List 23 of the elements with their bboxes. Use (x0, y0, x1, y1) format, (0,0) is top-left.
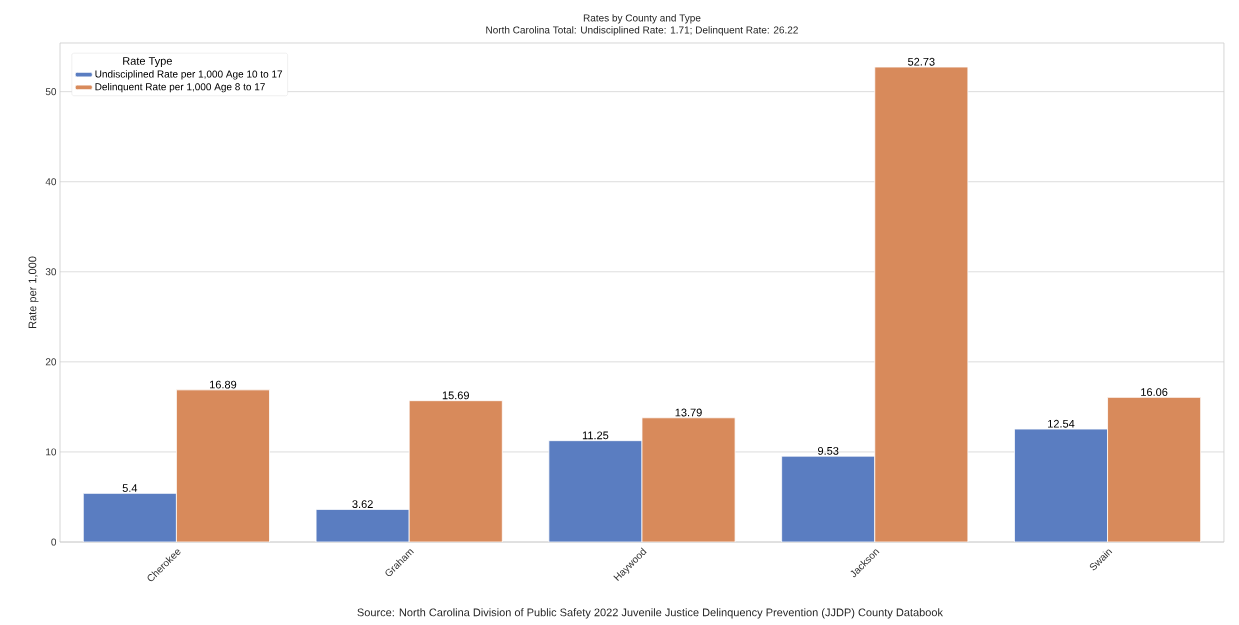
chart-title: Rates by County and Type (583, 14, 701, 24)
y-tick-label: 40 (45, 178, 57, 186)
y-tick-label: 30 (45, 268, 57, 276)
y-tick-label: 20 (45, 358, 57, 366)
y-tick-label: 0 (51, 538, 57, 546)
legend-title: Rate Type (123, 57, 172, 68)
source-note: Source: North Carolina Division of Public Safety 2022 Juvenile Justice Delinquency Prevention (JJDP) County Databook (357, 608, 943, 619)
y-axis-title: Rate per 1,000 (28, 256, 39, 328)
y-tick-label: 10 (46, 448, 57, 456)
data-label: 52.73 (908, 57, 935, 66)
data-label: 13.79 (675, 408, 702, 417)
legend-label: Delinquent Rate per 1,000 Age 8 to 17 (95, 82, 265, 93)
data-label: 9.53 (818, 446, 839, 455)
legend-label: Undisciplined Rate per 1,000 Age 10 to 17 (95, 70, 283, 80)
data-label: 11.25 (582, 431, 609, 440)
data-label: 3.62 (352, 500, 373, 508)
data-label: 12.54 (1048, 419, 1075, 428)
y-tick-label: 50 (45, 88, 57, 96)
data-label: 5.4 (122, 484, 138, 492)
data-label: 16.89 (210, 380, 237, 389)
chart-subtitle: North Carolina Total: Undisciplined Rate: 1.71; Delinquent Rate: 26.22 (486, 26, 798, 36)
data-label: 16.06 (1141, 388, 1168, 396)
data-label: 15.69 (442, 391, 469, 400)
